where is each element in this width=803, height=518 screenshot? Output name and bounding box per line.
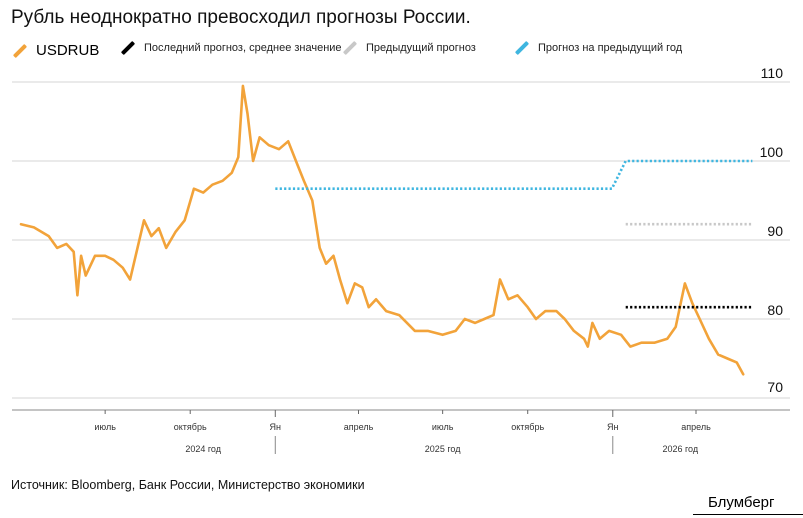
source-note: Источник: Bloomberg, Банк России, Минист… <box>11 478 365 492</box>
x-year-label: 2025 год <box>425 444 461 454</box>
x-tick-label: июль <box>94 422 116 432</box>
legend-item-usdrub: USDRUB <box>12 42 99 59</box>
x-tick-label: октябрь <box>174 422 207 432</box>
x-year-label: 2024 год <box>185 444 221 454</box>
brand-underline <box>693 514 803 515</box>
x-tick-label: июль <box>432 422 454 432</box>
legend-label: Последний прогноз, среднее значение <box>144 42 342 54</box>
legend-item-previous-forecast: Предыдущий прогноз <box>342 40 476 56</box>
y-tick-label: 100 <box>760 144 784 160</box>
series-line-usdrub <box>19 84 745 376</box>
chart-plot: 70 80 90 100 110 июль октябрь Ян апрель июль октя… <box>12 65 790 454</box>
y-tick-label: 80 <box>767 302 783 318</box>
legend-item-latest-forecast: Последний прогноз, среднее значение <box>120 40 342 56</box>
legend-swatch <box>12 43 28 58</box>
legend: USDRUB Последний прогноз, среднее значен… <box>12 40 792 62</box>
legend-swatch <box>342 40 358 56</box>
legend-label: Прогноз на предыдущий год <box>538 42 683 54</box>
series-line-forecast-3 <box>275 159 753 190</box>
legend-label: Предыдущий прогноз <box>366 42 476 54</box>
y-axis: 70 80 90 100 110 <box>760 65 784 395</box>
legend-item-previous-year-forecast: Прогноз на предыдущий год <box>514 40 683 56</box>
x-tick-label: октябрь <box>511 422 544 432</box>
y-tick-label: 110 <box>761 65 784 81</box>
x-year-label: 2026 год <box>662 444 698 454</box>
y-tick-label: 70 <box>767 379 783 395</box>
legend-swatch <box>514 40 530 56</box>
x-tick-label: апрель <box>344 422 374 432</box>
y-tick-label: 90 <box>767 223 783 239</box>
grid <box>12 81 790 399</box>
legend-label: USDRUB <box>36 42 100 59</box>
brand-logo: Блумберг <box>708 494 775 511</box>
x-tick-label: апрель <box>681 422 711 432</box>
chart-title: Рубль неоднократно превосходил прогнозы … <box>11 7 471 28</box>
x-axis: июль октябрь Ян апрель июль октябрь Ян апрель 20… <box>12 409 790 454</box>
series-layer <box>19 84 753 376</box>
legend-swatch <box>120 40 136 56</box>
x-tick-label: Ян <box>607 422 618 432</box>
x-tick-label: Ян <box>270 422 281 432</box>
